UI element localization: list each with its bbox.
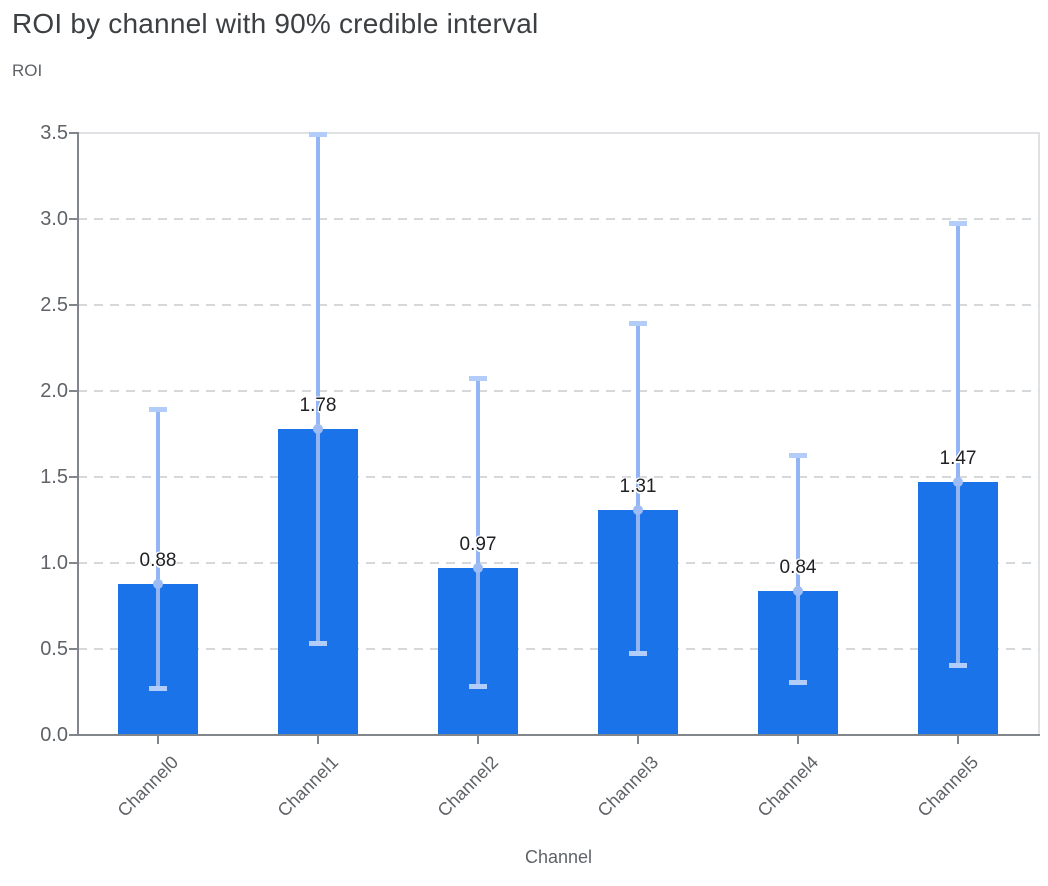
error-bar-cap-lower	[949, 663, 967, 669]
x-tick-label-channel4: Channel4	[753, 752, 823, 821]
y-axis-line	[77, 132, 79, 735]
error-bar-cap-upper	[789, 453, 807, 459]
gridline	[78, 390, 1039, 392]
mean-marker	[953, 477, 963, 488]
error-bar-line	[156, 409, 160, 689]
x-axis-tick	[477, 736, 479, 744]
y-tick-label: 2.0	[40, 380, 68, 402]
x-tick-label-channel1: Channel1	[273, 752, 343, 821]
error-bar-cap-lower	[629, 651, 647, 657]
x-tick-label-channel0: Channel0	[113, 752, 183, 821]
error-bar-cap-upper	[309, 131, 327, 137]
error-bar-cap-upper	[149, 406, 167, 412]
y-axis-tick	[69, 218, 77, 220]
bar-value-label: 0.88	[139, 549, 177, 571]
y-tick-label: 1.5	[40, 466, 68, 488]
error-bar-cap-upper	[949, 221, 967, 227]
chart-title: ROI by channel with 90% credible interva…	[12, 8, 539, 39]
y-axis-tick	[69, 648, 77, 650]
y-tick-label: 0.0	[40, 724, 68, 746]
plot-top-gridline	[78, 132, 1039, 134]
x-tick-label-channel5: Channel5	[913, 752, 983, 821]
gridline	[78, 562, 1039, 564]
mean-marker	[313, 423, 323, 434]
bar-value-label: 1.31	[619, 475, 657, 497]
bar-value-label: 0.97	[459, 534, 497, 556]
error-bar-cap-upper	[469, 375, 487, 381]
bar-value-label: 0.84	[779, 556, 817, 578]
x-tick-label-channel2: Channel2	[433, 752, 503, 821]
y-axis-title: ROI	[12, 61, 43, 80]
y-tick-label: 2.5	[40, 294, 68, 316]
error-bar-line	[636, 323, 640, 655]
gridline	[78, 648, 1039, 650]
error-bar-cap-lower	[789, 680, 807, 686]
gridline	[78, 304, 1039, 306]
plot-area: 0.0 0.5 1.0 1.5 2.0 2.5 3.0 3.5 0.88 Channel0 1.78…	[40, 122, 1040, 821]
x-axis-tick	[637, 736, 639, 744]
bar-value-label: 1.47	[939, 448, 977, 470]
y-axis-tick	[69, 304, 77, 306]
mean-marker	[793, 585, 803, 596]
error-bar-cap-lower	[469, 683, 487, 689]
x-axis-tick	[317, 736, 319, 744]
y-axis-tick	[69, 390, 77, 392]
error-bar-cap-lower	[149, 685, 167, 691]
y-axis-tick	[69, 562, 77, 564]
y-tick-label: 1.0	[40, 552, 68, 574]
error-bar-line	[476, 378, 480, 687]
error-bar-line	[316, 134, 320, 644]
y-tick-label: 0.5	[40, 638, 68, 660]
error-bar-cap-upper	[629, 320, 647, 326]
gridline	[78, 218, 1039, 220]
x-axis-tick	[797, 736, 799, 744]
error-bar-line	[796, 456, 800, 684]
y-tick-label: 3.5	[40, 122, 68, 144]
error-bar-line	[956, 224, 960, 667]
y-tick-label: 3.0	[40, 208, 68, 230]
mean-marker	[153, 578, 163, 589]
bar-value-label: 1.78	[299, 394, 337, 416]
y-axis-tick	[69, 734, 77, 736]
y-axis-tick	[69, 132, 77, 134]
x-axis-title: Channel	[524, 847, 593, 867]
mean-marker	[473, 563, 483, 574]
y-axis-tick	[69, 476, 77, 478]
error-bar-cap-lower	[309, 640, 327, 646]
mean-marker	[633, 504, 643, 515]
x-tick-label-channel3: Channel3	[593, 752, 663, 821]
gridline	[78, 476, 1039, 478]
x-axis-tick	[157, 736, 159, 744]
x-axis-line	[77, 734, 1040, 736]
x-axis-tick	[957, 736, 959, 744]
plot-right-border	[1038, 132, 1040, 735]
